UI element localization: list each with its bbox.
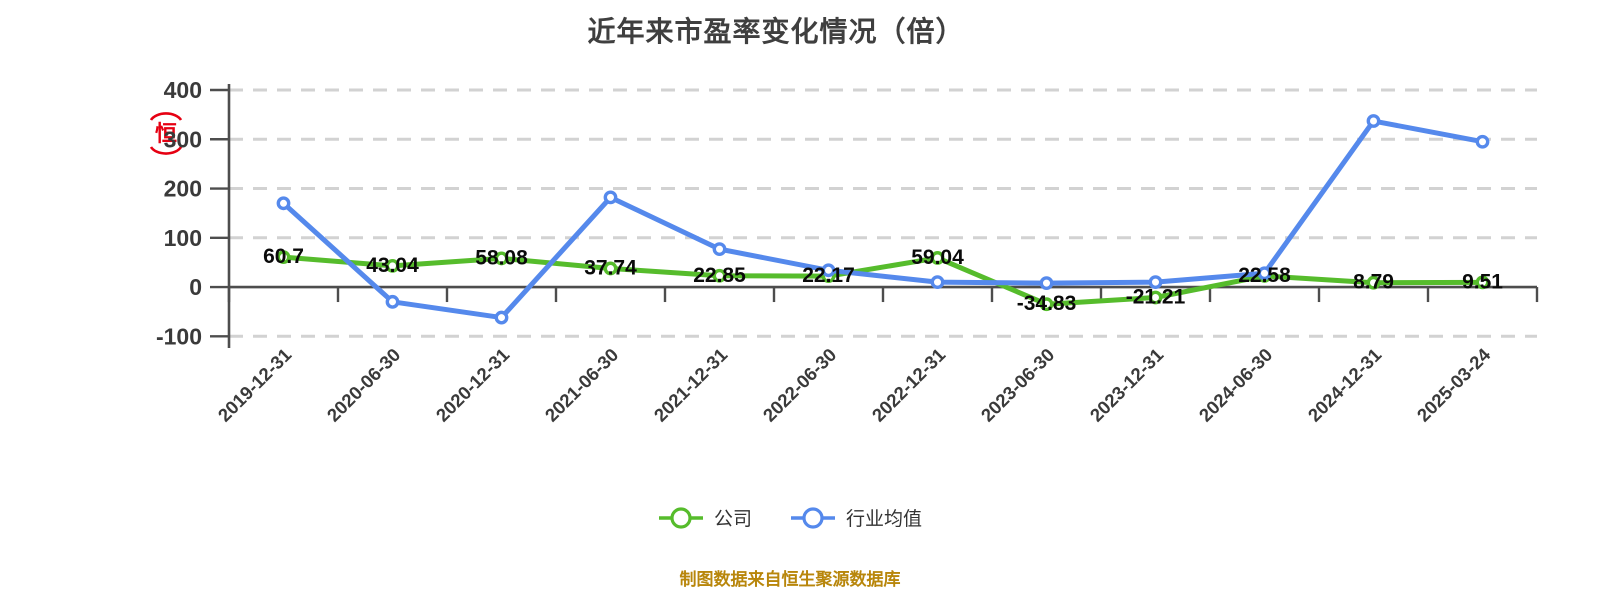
x-tick-label: 2020-06-30 <box>323 344 405 426</box>
y-tick-label: 300 <box>164 126 202 152</box>
data-point-marker <box>385 294 400 309</box>
legend-marker-icon <box>791 506 835 529</box>
data-point-marker <box>1039 276 1054 290</box>
red-seal-stamp-icon: 恒 <box>146 106 186 164</box>
series-公司 <box>276 250 1490 312</box>
data-label: 8.79 <box>1353 271 1394 294</box>
data-labels: 60.7 43.04 58.08 37.74 22.85 22.17 59.04 -34.83… <box>263 245 1503 315</box>
data-point-marker <box>930 251 945 265</box>
chart-title: 近年来市盈率变化情况（倍） <box>587 16 965 47</box>
data-point-marker <box>603 190 618 205</box>
gridlines <box>229 88 1537 338</box>
data-point-marker <box>1257 266 1272 281</box>
legend-item-公司[interactable]: 公司 <box>658 504 752 531</box>
x-tick-label: 2023-06-30 <box>977 344 1059 426</box>
legend-label: 公司 <box>713 509 752 530</box>
legend-marker-icon <box>658 506 703 529</box>
x-axis-labels: 2019-12-31 2020-06-30 2020-12-31 2021-06-30… <box>214 343 1495 425</box>
data-label: 9.51 <box>1462 270 1503 293</box>
x-tick-label: 2024-12-31 <box>1304 344 1386 426</box>
data-point-marker <box>930 275 945 290</box>
data-label: 22.85 <box>693 264 746 287</box>
data-label: 22.17 <box>802 264 855 287</box>
data-point-marker <box>1366 114 1381 128</box>
stamp-character: 恒 <box>155 121 177 146</box>
series-行业均值 <box>276 114 1490 325</box>
data-point-marker <box>494 251 509 266</box>
data-label: -34.83 <box>1017 292 1077 315</box>
x-tick-label: 2023-12-31 <box>1086 344 1168 426</box>
data-point-marker <box>1148 290 1163 305</box>
data-label: 22.58 <box>1238 264 1291 287</box>
data-point-marker <box>821 263 836 278</box>
data-label: 43.04 <box>366 254 419 277</box>
data-point-marker <box>385 258 400 273</box>
legend-label: 行业均值 <box>846 509 923 530</box>
x-tick-label: 2024-06-30 <box>1195 344 1277 426</box>
y-tick-label: 0 <box>189 274 202 300</box>
y-tick-label: 200 <box>164 176 202 202</box>
axes: 400 300 200 100 0 -100 <box>156 77 1539 349</box>
data-point-marker <box>712 242 727 257</box>
chart-legend: 公司 行业均值 <box>0 504 1580 531</box>
data-label: 59.04 <box>911 246 964 269</box>
data-point-marker <box>276 196 291 211</box>
data-source-note: 制图数据来自恒生聚源数据库 <box>679 570 901 589</box>
data-point-marker <box>603 261 618 276</box>
data-label: 58.08 <box>475 246 528 269</box>
data-point-marker <box>1475 275 1490 290</box>
x-tick-label: 2025-03-24 <box>1413 343 1495 425</box>
x-tick-label: 2020-12-31 <box>432 344 514 426</box>
x-tick-label: 2022-12-31 <box>868 344 950 426</box>
data-point-marker <box>1366 275 1381 290</box>
data-point-marker <box>276 250 291 265</box>
x-tick-label: 2021-12-31 <box>650 344 732 426</box>
data-point-marker <box>712 268 727 283</box>
data-point-marker <box>1039 297 1054 312</box>
data-label: 37.74 <box>584 256 637 279</box>
data-label: 60.7 <box>263 245 304 268</box>
x-tick-label: 2022-06-30 <box>759 344 841 426</box>
data-point-marker <box>494 310 509 325</box>
x-tick-label: 2019-12-31 <box>214 344 296 426</box>
y-tick-label: 400 <box>164 77 202 103</box>
y-tick-label: 100 <box>164 225 202 251</box>
x-tick-label: 2021-06-30 <box>541 344 623 426</box>
data-point-marker <box>1148 275 1163 290</box>
data-point-marker <box>1475 134 1490 149</box>
legend-item-行业均值[interactable]: 行业均值 <box>790 504 922 531</box>
stamp-svg: 恒 <box>149 112 183 155</box>
y-tick-label: -100 <box>156 323 202 349</box>
data-label: -21.21 <box>1126 285 1186 308</box>
